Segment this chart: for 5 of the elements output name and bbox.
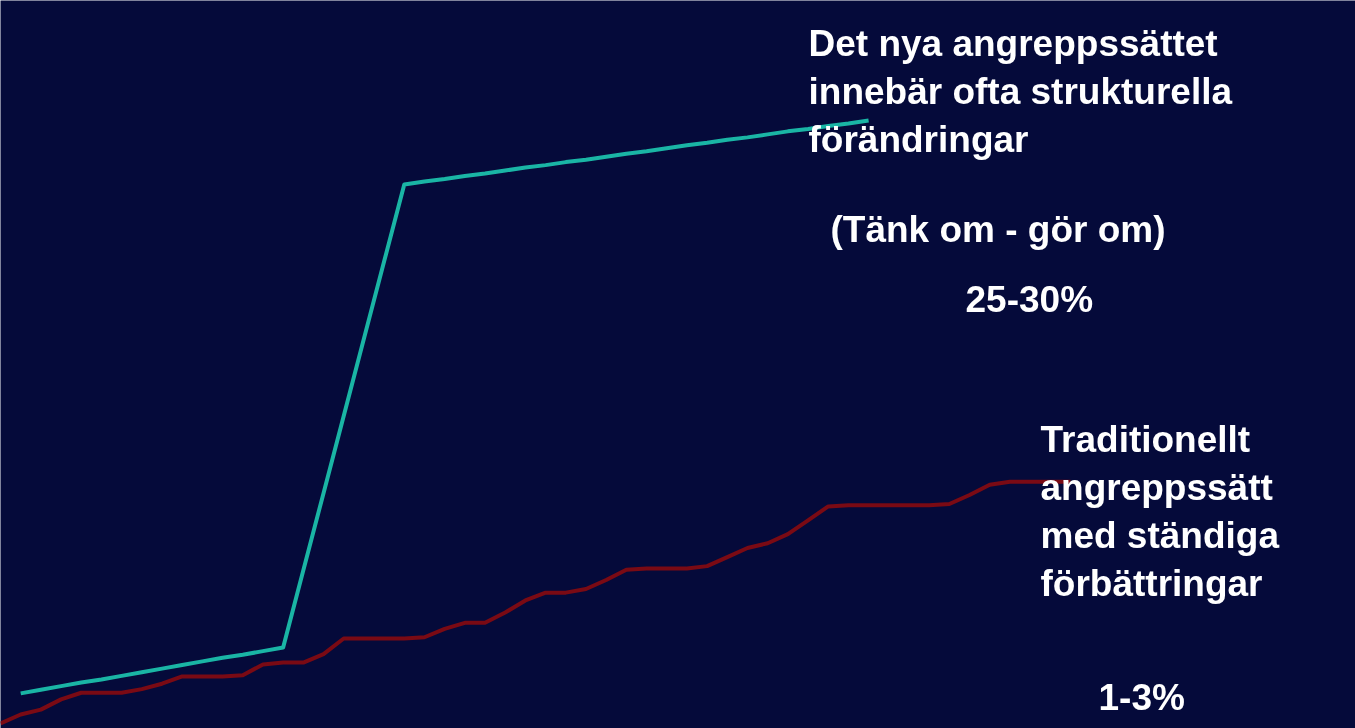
text: 1-3% [1098,676,1185,718]
annotation: Traditionellt angreppssätt med ständiga förbättringar [1040,418,1280,604]
annotation: Det nya angreppssättet innebär ofta strukturella förändringar [808,22,1233,160]
annotation: (Tänk om - gör om) [830,208,1166,250]
annotation: 25-30% [965,278,1094,320]
